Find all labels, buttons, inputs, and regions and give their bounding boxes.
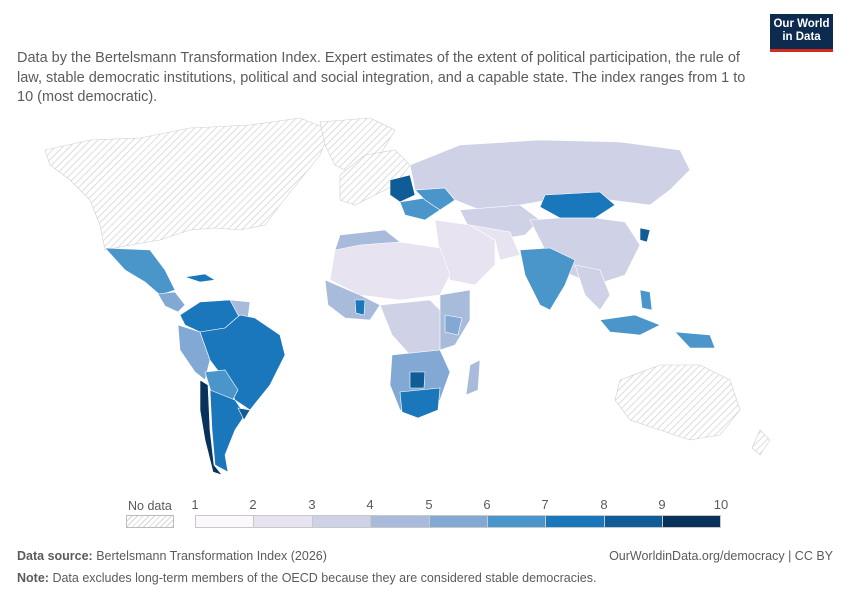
legend-bin-4[interactable] bbox=[370, 515, 429, 528]
legend-bin-3[interactable] bbox=[311, 515, 371, 528]
legend-bin-8[interactable] bbox=[603, 515, 663, 528]
region-west-africa[interactable] bbox=[324, 279, 381, 321]
legend-tick: 2 bbox=[249, 497, 257, 512]
legend-bin-7[interactable] bbox=[545, 515, 604, 528]
note-label: Note: bbox=[17, 571, 49, 585]
no-data-swatch[interactable] bbox=[126, 515, 174, 528]
region-iran[interactable] bbox=[469, 224, 521, 261]
region-kenya[interactable] bbox=[444, 314, 463, 336]
region-central-africa[interactable] bbox=[379, 299, 446, 356]
region-mongolia[interactable] bbox=[539, 191, 616, 219]
region-eastern-europe[interactable] bbox=[389, 174, 416, 203]
legend-bin-9[interactable] bbox=[662, 515, 721, 528]
region-argentina[interactable] bbox=[209, 389, 246, 473]
region-botswana[interactable] bbox=[409, 371, 426, 389]
color-scale[interactable] bbox=[195, 515, 721, 528]
legend-bin-1[interactable] bbox=[195, 515, 254, 528]
logo-line-2: in Data bbox=[782, 31, 821, 43]
chart-note: Note: Data excludes long-term members of… bbox=[17, 571, 596, 585]
legend-tick: 8 bbox=[600, 497, 608, 512]
region-central-america[interactable] bbox=[157, 291, 186, 313]
legend-tick: 5 bbox=[425, 497, 433, 512]
region-chile[interactable] bbox=[199, 379, 223, 476]
data-source-text[interactable]: Bertelsmann Transformation Index (2026) bbox=[96, 549, 327, 563]
region-ghana[interactable] bbox=[354, 299, 366, 316]
legend-bin-2[interactable] bbox=[253, 515, 312, 528]
region-madagascar[interactable] bbox=[465, 359, 481, 396]
region-north-america[interactable] bbox=[44, 117, 331, 251]
world-map[interactable] bbox=[0, 110, 850, 495]
region-new-zealand[interactable] bbox=[751, 429, 771, 456]
legend-tick: 7 bbox=[541, 497, 549, 512]
region-russia[interactable] bbox=[409, 139, 691, 211]
region-maghreb[interactable] bbox=[334, 229, 401, 251]
legend-tick: 10 bbox=[713, 497, 729, 512]
logo-line-1: Our World bbox=[773, 18, 830, 30]
region-uruguay[interactable] bbox=[237, 407, 251, 421]
legend-bin-5[interactable] bbox=[428, 515, 487, 528]
region-caribbean[interactable] bbox=[184, 273, 216, 283]
region-korea[interactable] bbox=[639, 227, 651, 243]
region-south-africa[interactable] bbox=[399, 387, 441, 419]
data-source: Data source: Bertelsmann Transformation … bbox=[17, 549, 327, 563]
chart-subtitle: Data by the Bertelsmann Transformation I… bbox=[17, 50, 746, 105]
owid-logo[interactable]: Our World in Data bbox=[770, 14, 833, 52]
region-australia[interactable] bbox=[614, 364, 741, 441]
region-southeast-asia[interactable] bbox=[574, 264, 611, 311]
source-url[interactable]: OurWorldinData.org/democracy | CC BY bbox=[609, 549, 833, 563]
legend-tick: 9 bbox=[658, 497, 666, 512]
region-philippines[interactable] bbox=[639, 289, 653, 311]
note-text: Data excludes long-term members of the O… bbox=[52, 571, 597, 585]
legend-bin-6[interactable] bbox=[486, 515, 546, 528]
legend-tick: 4 bbox=[366, 497, 374, 512]
region-mexico[interactable] bbox=[104, 247, 176, 296]
legend-tick: 3 bbox=[308, 497, 316, 512]
no-data-label: No data bbox=[128, 499, 172, 513]
legend-tick: 6 bbox=[483, 497, 491, 512]
region-new-guinea[interactable] bbox=[674, 331, 716, 349]
region-india[interactable] bbox=[519, 247, 576, 311]
legend-tick: 1 bbox=[191, 497, 199, 512]
data-source-label: Data source: bbox=[17, 549, 93, 563]
region-indonesia[interactable] bbox=[599, 314, 661, 336]
